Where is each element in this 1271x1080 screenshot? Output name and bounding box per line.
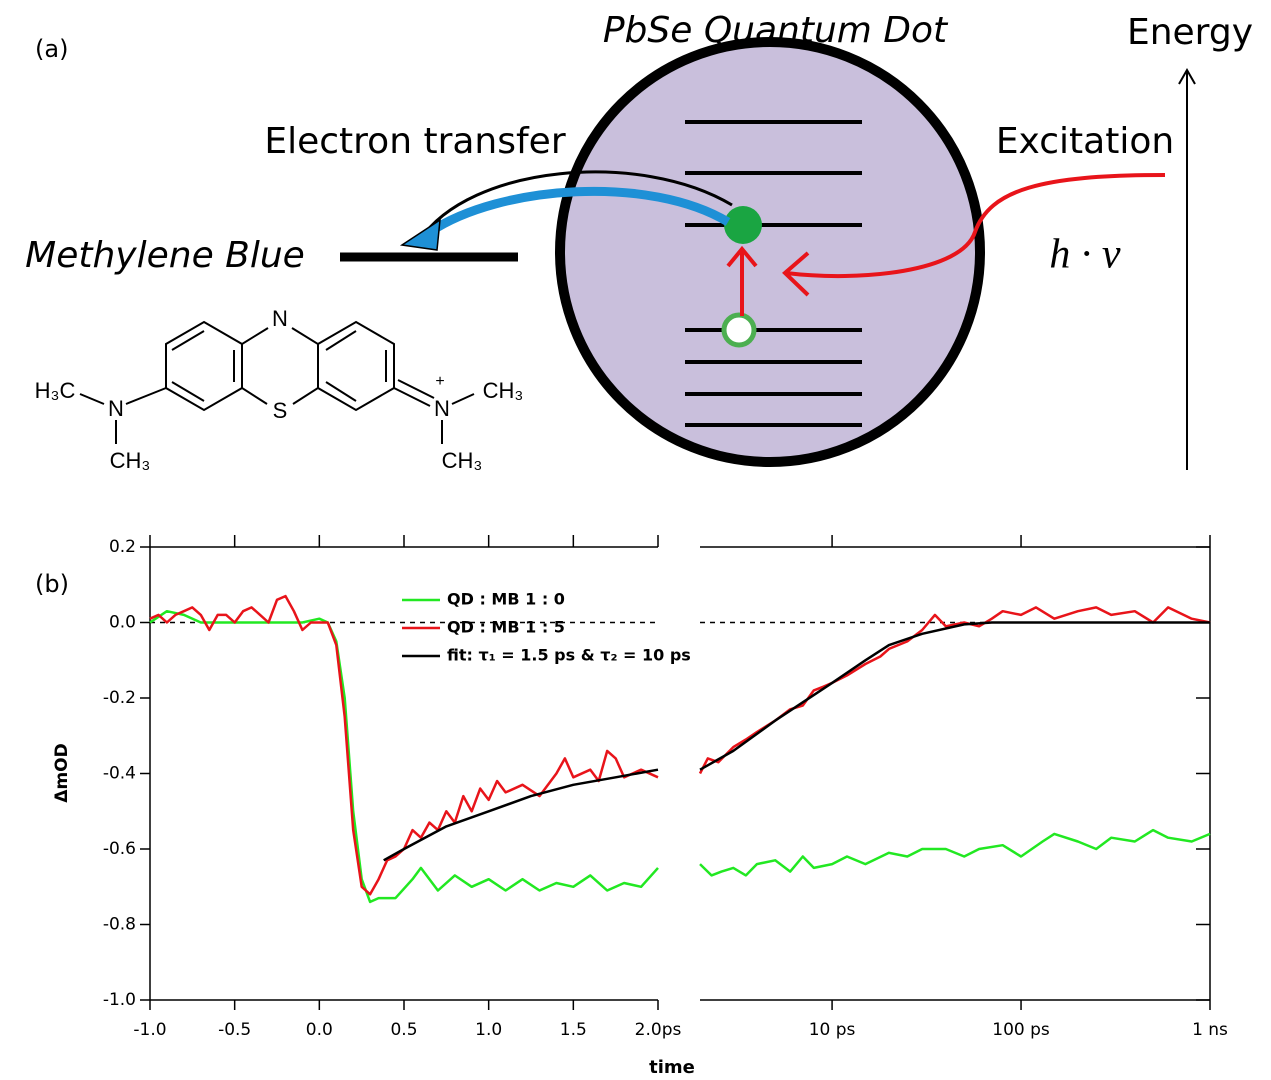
legend-label: QD : MB 1 : 0 — [447, 590, 565, 609]
hole — [721, 312, 757, 348]
transfer-arrow — [427, 186, 731, 236]
x-tick-label: 1.5 — [560, 1020, 587, 1040]
electron — [724, 206, 762, 244]
quantum-dot — [555, 37, 985, 467]
x-tick-label: 10 ps — [809, 1020, 856, 1040]
energy-levels — [685, 120, 862, 427]
panel-a: (a) PbSe Quantum Dot Energy Excitation h… — [25, 10, 1253, 473]
energy-label: Energy — [1127, 12, 1253, 53]
panel-label: (b) — [35, 570, 69, 598]
atom: N — [434, 396, 450, 421]
photon-arrowhead — [782, 251, 810, 297]
x-tick-label: 0.0 — [306, 1020, 333, 1040]
x-tick-label: 2.0ps — [635, 1020, 682, 1040]
series-line — [149, 609, 659, 904]
atom: H₃C — [35, 378, 76, 403]
excitation-label: Excitation — [996, 121, 1174, 162]
transfer-arrowhead — [399, 218, 441, 251]
x-tick-label: 100 ps — [992, 1020, 1050, 1040]
y-tick-label: 0.2 — [109, 537, 136, 557]
x-tick-label: -0.5 — [218, 1020, 251, 1040]
series-line — [698, 606, 1211, 775]
series-line — [149, 594, 659, 896]
y-tick-label: -0.2 — [103, 688, 136, 708]
energy-arrowhead — [1178, 67, 1196, 85]
atom: CH₃ — [442, 448, 483, 473]
x-tick-label: 1.0 — [475, 1020, 502, 1040]
acceptor-label: Methylene Blue — [25, 235, 305, 276]
photon-label: h · ν — [1049, 232, 1121, 278]
x-axis-title: time — [649, 1057, 695, 1078]
y-tick-label: -1.0 — [103, 990, 136, 1010]
x-tick-label: 1 ns — [1192, 1020, 1228, 1040]
legend-label: QD : MB 1 : 5 — [447, 618, 565, 637]
photon-path — [785, 173, 1166, 279]
excitation-arrowhead — [726, 245, 758, 268]
molecule-bonds — [79, 320, 475, 444]
y-tick-label: -0.8 — [103, 915, 136, 935]
x-tick-label: 0.5 — [390, 1020, 417, 1040]
y-axis-title: ΔmOD — [52, 743, 72, 802]
atom: CH₃ — [110, 448, 151, 473]
y-tick-label: -0.6 — [103, 839, 136, 859]
series-line — [699, 828, 1211, 877]
series-line — [699, 621, 1210, 771]
y-tick-label: -0.4 — [103, 764, 136, 784]
transfer-label: Electron transfer — [264, 121, 565, 162]
panel-label: (a) — [35, 35, 68, 63]
y-tick-label: 0.0 — [109, 613, 136, 633]
atom: CH₃ — [483, 378, 524, 403]
x-tick-label: -1.0 — [133, 1020, 166, 1040]
charge: + — [435, 373, 444, 390]
atom: N — [272, 306, 288, 331]
series-line — [383, 768, 659, 862]
atom: S — [273, 398, 288, 423]
transfer-curve — [418, 170, 733, 241]
molecule-atoms: N S H₃C N CH₃ N + CH₃ CH₃ — [35, 306, 524, 473]
legend-label: fit: τ₁ = 1.5 ps & τ₂ = 10 ps — [447, 646, 691, 665]
atom: N — [108, 396, 124, 421]
